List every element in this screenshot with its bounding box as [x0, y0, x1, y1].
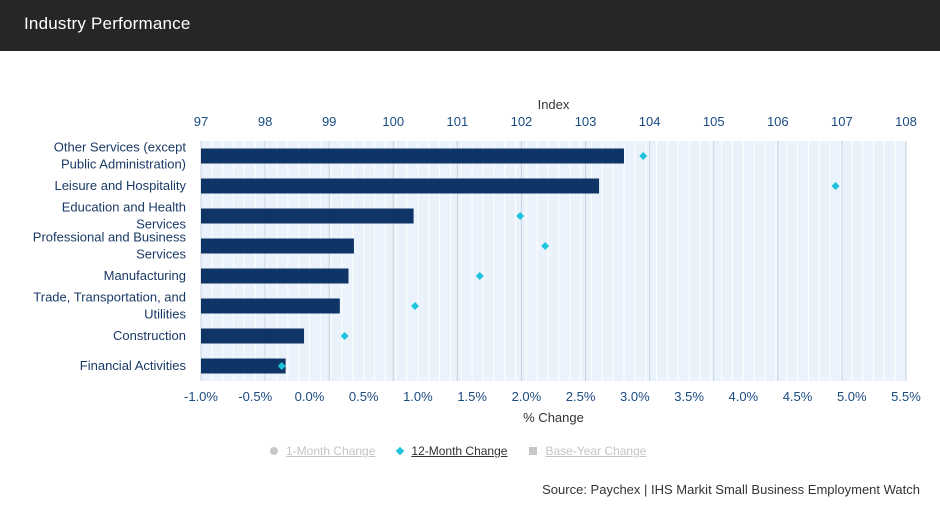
- bottom-tick-label: -1.0%: [184, 389, 218, 404]
- bar: [201, 208, 414, 224]
- top-tick-label: 105: [703, 114, 725, 129]
- source-note: Source: Paychex | IHS Markit Small Busin…: [542, 482, 920, 497]
- category-label: Services: [136, 217, 186, 232]
- marker-point: [475, 272, 484, 280]
- bottom-tick-label: 3.0%: [620, 389, 650, 404]
- bar: [201, 268, 349, 284]
- legend-label-base-year: Base-Year Change: [545, 444, 647, 458]
- bar: [201, 328, 305, 344]
- top-tick-label: 103: [575, 114, 597, 129]
- legend-item-1-month[interactable]: 1-Month Change: [270, 444, 375, 458]
- bottom-tick-label: 5.5%: [891, 389, 921, 404]
- bar: [201, 178, 600, 194]
- circle-icon: [270, 447, 278, 455]
- category-label: Public Administration): [61, 157, 186, 172]
- category-label: Trade, Transportation, and: [33, 290, 186, 305]
- chart-legend: 1-Month Change 12-Month Change Base-Year…: [270, 444, 646, 458]
- top-tick-label: 108: [895, 114, 917, 129]
- top-tick-label: 104: [639, 114, 661, 129]
- bottom-tick-label: -0.5%: [238, 389, 272, 404]
- category-label: Utilities: [144, 307, 186, 322]
- legend-item-base-year[interactable]: Base-Year Change: [529, 444, 646, 458]
- bar: [201, 298, 340, 314]
- bottom-tick-label: 4.5%: [783, 389, 813, 404]
- top-tick-label: 100: [382, 114, 404, 129]
- marker-point: [831, 182, 840, 190]
- top-tick-label: 102: [511, 114, 533, 129]
- legend-item-12-month[interactable]: 12-Month Change: [396, 444, 508, 458]
- bottom-tick-label: 1.5%: [457, 389, 487, 404]
- category-label: Other Services (except: [54, 140, 187, 155]
- category-label: Education and Health: [62, 200, 186, 215]
- category-label: Manufacturing: [104, 268, 186, 283]
- top-tick-label: 97: [194, 114, 208, 129]
- bottom-tick-label: 4.0%: [728, 389, 758, 404]
- top-tick-label: 101: [447, 114, 469, 129]
- category-label: Financial Activities: [80, 358, 187, 373]
- marker-point: [277, 362, 286, 370]
- category-label: Leisure and Hospitality: [54, 178, 186, 193]
- category-label: Professional and Business: [33, 230, 187, 245]
- page-title: Industry Performance: [24, 14, 191, 33]
- top-tick-label: 106: [767, 114, 789, 129]
- bottom-tick-label: 5.0%: [837, 389, 867, 404]
- category-label: Construction: [113, 328, 186, 343]
- bar: [201, 358, 286, 374]
- square-icon: [529, 447, 538, 455]
- legend-label-1-month: 1-Month Change: [286, 444, 376, 458]
- marker-point: [639, 152, 648, 160]
- top-tick-label: 107: [831, 114, 853, 129]
- bar: [201, 148, 624, 164]
- plot-area: [201, 141, 906, 381]
- top-axis-label: Index: [538, 97, 570, 112]
- industry-performance-chart: 97 98 99 100 101 102 103 104 105 106 107 108 Index -1…: [33, 97, 921, 425]
- legend-label-12-month: 12-Month Change: [411, 444, 508, 458]
- diamond-icon: [396, 446, 405, 456]
- top-tick-label: 98: [258, 114, 272, 129]
- marker-point: [340, 332, 349, 340]
- bottom-axis-label: % Change: [523, 410, 584, 425]
- bottom-tick-label: 2.5%: [566, 389, 596, 404]
- bottom-tick-label: 0.0%: [295, 389, 325, 404]
- category-label: Services: [136, 247, 186, 262]
- top-tick-label: 99: [322, 114, 336, 129]
- bottom-tick-label: 3.5%: [674, 389, 704, 404]
- bar: [201, 238, 354, 254]
- marker-point: [541, 242, 550, 250]
- bottom-tick-label: 1.0%: [403, 389, 433, 404]
- bottom-tick-label: 0.5%: [349, 389, 379, 404]
- header-bar: Industry Performance: [0, 0, 940, 51]
- marker-point: [516, 212, 525, 220]
- marker-point: [411, 302, 420, 310]
- bottom-tick-label: 2.0%: [512, 389, 542, 404]
